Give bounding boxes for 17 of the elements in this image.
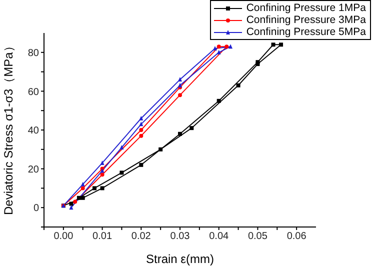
y-tick-label: 20 xyxy=(28,164,40,176)
x-tick-label: 0.00 xyxy=(54,231,74,242)
y-axis-title: Deviatoric Stress σ1-σ3（MPa） xyxy=(1,40,16,215)
legend-label: Confining Pressure 5MPa xyxy=(246,26,366,38)
y-tick-label: 80 xyxy=(28,48,40,59)
x-tick-label: 0.05 xyxy=(248,231,268,242)
x-tick-label: 0.01 xyxy=(92,231,112,242)
x-tick-label: 0.03 xyxy=(170,231,190,242)
y-tick-label: 0 xyxy=(33,203,40,214)
x-axis-title: Strain ε(mm) xyxy=(146,252,214,266)
y-tick-label: 60 xyxy=(28,86,40,98)
x-tick-label: 0.04 xyxy=(209,231,230,242)
y-tick-label: 40 xyxy=(28,126,40,137)
legend-label: Confining Pressure 1MPa xyxy=(246,2,366,14)
legend-label: Confining Pressure 3MPa xyxy=(246,14,366,26)
x-tick-label: 0.06 xyxy=(286,231,307,242)
x-tick-label: 0.02 xyxy=(131,231,152,242)
